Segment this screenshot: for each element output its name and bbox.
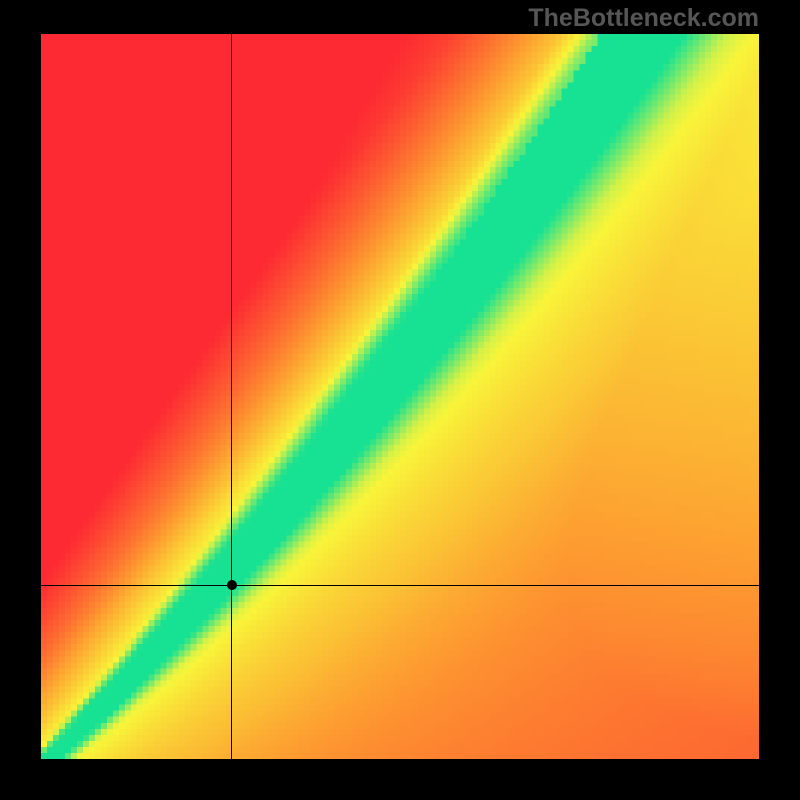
crosshair-horizontal	[41, 585, 759, 586]
watermark-text: TheBottleneck.com	[528, 4, 759, 33]
data-point-marker	[227, 580, 237, 590]
chart-container: TheBottleneck.com	[0, 0, 800, 800]
crosshair-vertical	[231, 34, 232, 759]
bottleneck-heatmap	[41, 34, 759, 759]
